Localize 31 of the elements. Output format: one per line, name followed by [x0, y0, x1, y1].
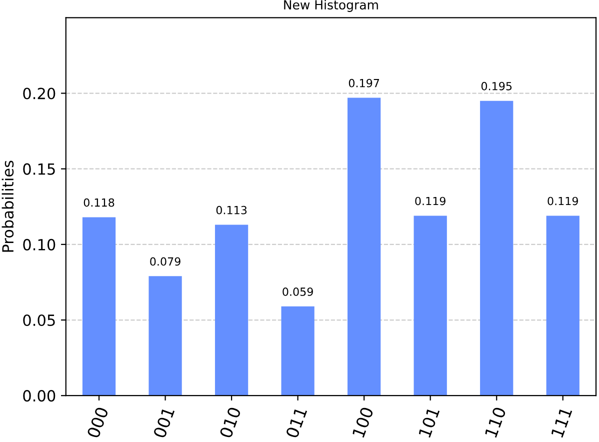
- data-label: 0.197: [348, 78, 380, 88]
- x-tick-label: 100: [352, 406, 374, 438]
- y-tick-label: 0.20: [23, 88, 56, 100]
- bar: [148, 276, 182, 396]
- bar: [348, 98, 381, 396]
- y-tick-label: 0.10: [23, 238, 56, 250]
- data-label: 0.118: [84, 198, 114, 207]
- x-tick-label: 101: [418, 406, 440, 438]
- bar: [82, 217, 116, 396]
- x-tick-label: 010: [219, 406, 242, 439]
- data-label: 0.113: [216, 206, 247, 214]
- y-tick-label: 0.05: [23, 314, 55, 326]
- bar: [414, 216, 447, 396]
- chart-title: New Histogram: [284, 0, 378, 12]
- data-label: 0.119: [548, 196, 578, 206]
- x-tick-label: 111: [550, 406, 572, 438]
- bar: [546, 216, 580, 396]
- data-label: 0.119: [415, 196, 446, 206]
- x-tick-label: 001: [152, 406, 175, 439]
- data-label: 0.059: [282, 288, 313, 296]
- x-tick-label: 110: [484, 406, 506, 438]
- y-tick-label: 0.15: [23, 163, 55, 175]
- x-tick-label: 000: [86, 406, 109, 439]
- bar: [480, 100, 514, 396]
- y-tick-label: 0.00: [23, 390, 56, 402]
- data-label: 0.195: [481, 82, 512, 90]
- y-axis-title: Probabilities: [2, 160, 14, 252]
- x-tick-label: 011: [285, 406, 308, 439]
- bar: [281, 306, 314, 396]
- bar: [214, 224, 248, 396]
- data-label: 0.079: [150, 257, 180, 266]
